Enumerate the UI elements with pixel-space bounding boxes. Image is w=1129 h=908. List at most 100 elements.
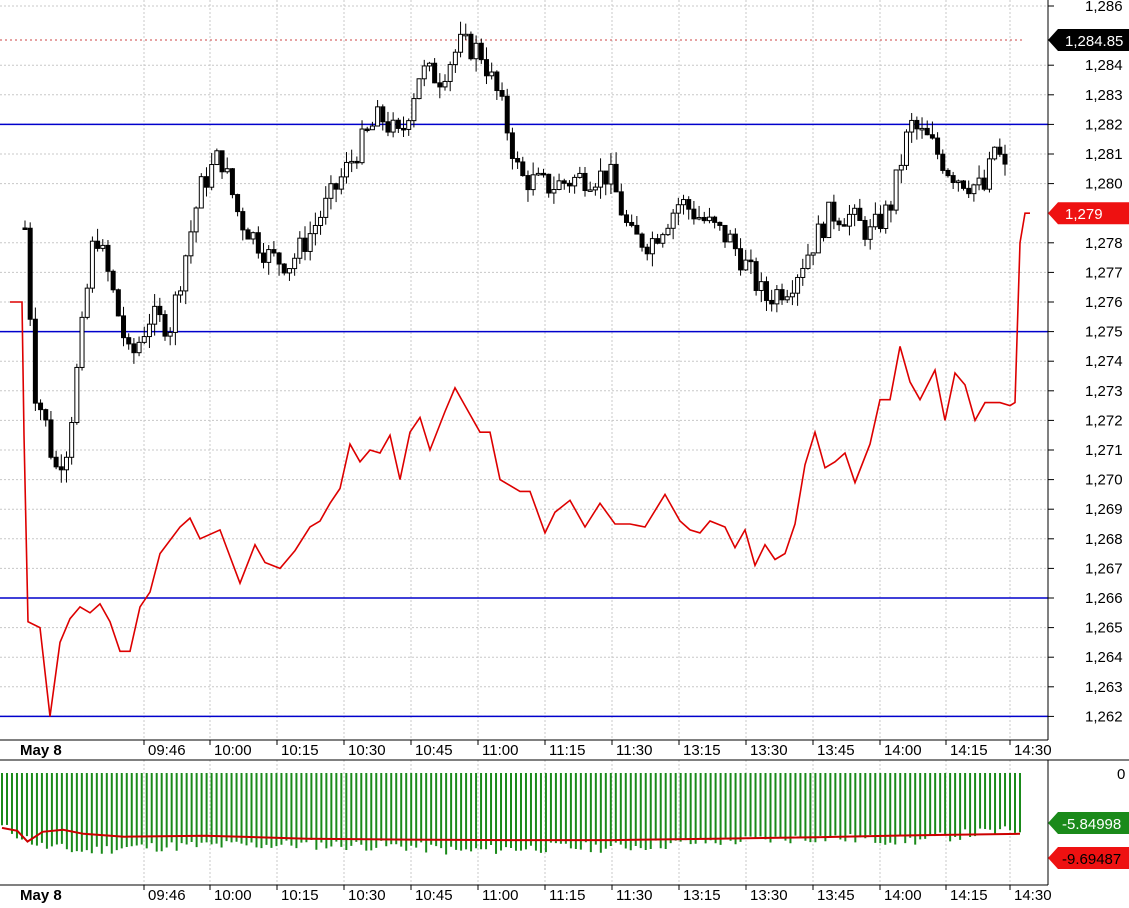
candle-up[interactable] (74, 366, 80, 424)
candle-up[interactable] (852, 207, 858, 215)
candle-up[interactable] (758, 281, 764, 291)
candle-down[interactable] (541, 172, 547, 176)
candle-up[interactable] (452, 51, 458, 66)
candle-up[interactable] (79, 316, 85, 368)
candle-up[interactable] (375, 106, 381, 127)
candle-up[interactable] (426, 62, 432, 67)
candle-down[interactable] (634, 224, 640, 235)
candle-down[interactable] (950, 175, 956, 183)
candle-up[interactable] (774, 289, 780, 305)
candle-down[interactable] (582, 172, 588, 192)
candle-down[interactable] (1002, 153, 1008, 165)
candle-down[interactable] (935, 137, 941, 155)
candle-up[interactable] (286, 268, 292, 274)
candle-up[interactable] (214, 150, 220, 166)
candle-down[interactable] (644, 246, 650, 255)
candle-up[interactable] (167, 331, 173, 337)
candle-up[interactable] (727, 233, 733, 243)
candle-up[interactable] (323, 197, 329, 218)
candle-up[interactable] (893, 169, 899, 211)
candle-down[interactable] (639, 233, 645, 248)
candle-up[interactable] (743, 259, 749, 271)
candle-up[interactable] (592, 186, 598, 191)
candle-up[interactable] (535, 172, 541, 176)
candle-down[interactable] (229, 168, 235, 196)
candle-down[interactable] (748, 259, 754, 263)
candle-down[interactable] (131, 343, 137, 354)
candle-down[interactable] (380, 106, 386, 123)
candle-down[interactable] (525, 175, 531, 191)
candle-up[interactable] (577, 172, 583, 178)
candle-down[interactable] (22, 227, 28, 230)
candle-up[interactable] (343, 161, 349, 178)
candle-up[interactable] (971, 184, 977, 195)
candle-down[interactable] (364, 128, 370, 132)
candle-up[interactable] (675, 204, 681, 214)
candle-down[interactable] (914, 119, 920, 130)
candle-up[interactable] (598, 170, 604, 188)
candle-up[interactable] (411, 98, 417, 122)
candle-up[interactable] (898, 164, 904, 171)
candle-up[interactable] (909, 119, 915, 133)
candle-down[interactable] (240, 211, 246, 231)
candle-down[interactable] (219, 150, 225, 173)
candle-up[interactable] (867, 226, 873, 240)
candle-up[interactable] (551, 188, 557, 194)
candle-up[interactable] (706, 216, 712, 222)
candle-down[interactable] (603, 170, 609, 185)
candle-down[interactable] (981, 177, 987, 190)
candle-down[interactable] (385, 121, 391, 133)
candle-down[interactable] (857, 207, 863, 221)
candle-down[interactable] (561, 180, 567, 184)
candle-up[interactable] (297, 237, 303, 259)
candle-down[interactable] (261, 252, 267, 263)
candle-down[interactable] (302, 237, 308, 252)
candle-down[interactable] (738, 248, 744, 271)
candle-up[interactable] (183, 255, 189, 292)
candle-up[interactable] (193, 207, 199, 233)
candle-up[interactable] (815, 223, 821, 254)
candle-down[interactable] (395, 119, 401, 129)
candle-up[interactable] (136, 341, 142, 354)
candle-up[interactable] (447, 64, 453, 82)
candle-down[interactable] (509, 132, 515, 159)
candle-down[interactable] (997, 146, 1003, 155)
candle-up[interactable] (390, 119, 396, 133)
candle-up[interactable] (266, 249, 272, 263)
candle-up[interactable] (986, 158, 992, 190)
candle-up[interactable] (178, 290, 184, 296)
candle-up[interactable] (152, 305, 158, 325)
candle-up[interactable] (649, 238, 655, 255)
candle-down[interactable] (722, 224, 728, 243)
candle-up[interactable] (608, 163, 614, 185)
candle-down[interactable] (831, 201, 837, 222)
candle-down[interactable] (354, 160, 360, 164)
indicator-line[interactable] (1, 826, 1021, 843)
candle-down[interactable] (717, 221, 723, 226)
candle-up[interactable] (955, 180, 961, 183)
candle-up[interactable] (318, 216, 324, 226)
candle-up[interactable] (681, 199, 687, 206)
candle-up[interactable] (406, 120, 412, 130)
candle-up[interactable] (84, 287, 90, 318)
candle-down[interactable] (401, 127, 407, 131)
candle-up[interactable] (795, 276, 801, 294)
candle-up[interactable] (69, 422, 75, 458)
candle-down[interactable] (618, 191, 624, 216)
candle-down[interactable] (478, 42, 484, 61)
candle-up[interactable] (349, 160, 355, 164)
candle-up[interactable] (784, 296, 790, 301)
candle-down[interactable] (763, 281, 769, 301)
candle-down[interactable] (566, 182, 572, 187)
candle-down[interactable] (769, 299, 775, 305)
candle-up[interactable] (826, 201, 832, 239)
candle-down[interactable] (753, 261, 759, 291)
candle-down[interactable] (203, 176, 209, 188)
candle-down[interactable] (235, 194, 241, 213)
candle-down[interactable] (32, 318, 38, 404)
candle-up[interactable] (250, 232, 256, 240)
candle-down[interactable] (712, 216, 718, 223)
candle-down[interactable] (862, 219, 868, 240)
candle-up[interactable] (903, 131, 909, 166)
candle-down[interactable] (162, 314, 168, 337)
